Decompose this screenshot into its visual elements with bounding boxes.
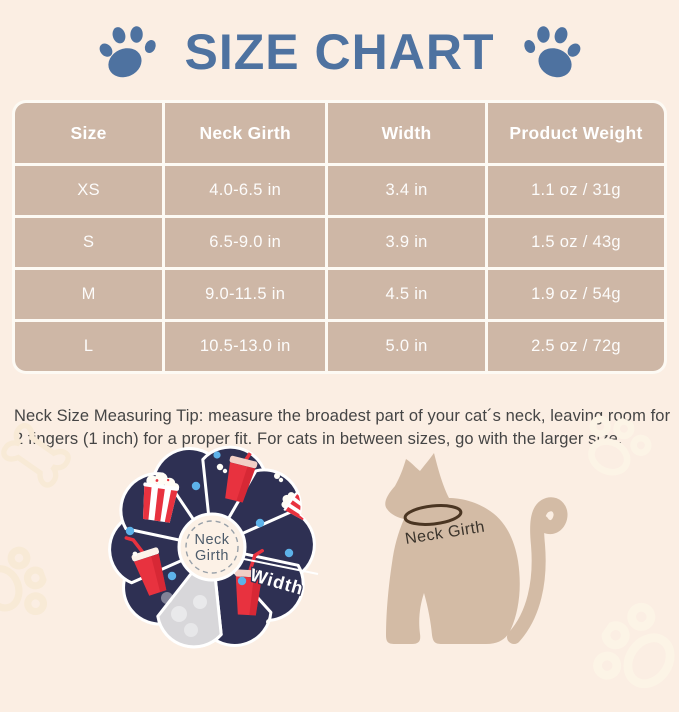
cell-size: XS xyxy=(15,166,163,215)
cell-size: L xyxy=(15,322,163,371)
table-header-row: Size Neck Girth Width Product Weight xyxy=(15,103,664,163)
column-header-product-weight: Product Weight xyxy=(487,103,664,163)
soda-cup-icon xyxy=(124,536,167,596)
size-chart-table: Size Neck Girth Width Product Weight XS … xyxy=(12,100,667,374)
cell-weight: 1.1 oz / 31g xyxy=(487,166,664,215)
cell-neck-girth: 9.0-11.5 in xyxy=(165,270,326,319)
table-row-s: S 6.5-9.0 in 3.9 in 1.5 oz / 43g xyxy=(15,218,664,267)
column-header-width: Width xyxy=(328,103,485,163)
paw-outline-icon xyxy=(593,602,675,689)
pet-cone-illustration: Width Neck Girth xyxy=(108,445,319,649)
neck-girth-label-line2: Girth xyxy=(195,548,229,564)
measuring-tip-text: Neck Size Measuring Tip: measure the bro… xyxy=(14,406,671,448)
cat-silhouette-illustration: Neck Girth xyxy=(385,453,568,644)
cell-width: 4.5 in xyxy=(328,270,485,319)
column-header-neck-girth: Neck Girth xyxy=(165,103,326,163)
cat-body xyxy=(385,453,520,644)
cell-weight: 2.5 oz / 72g xyxy=(487,322,664,371)
page-title: SIZE CHART xyxy=(184,24,495,80)
soda-cup-icon xyxy=(225,447,265,503)
cell-width: 5.0 in xyxy=(328,322,485,371)
cell-width: 3.4 in xyxy=(328,166,485,215)
paw-outline-icon xyxy=(0,546,48,616)
header: SIZE CHART xyxy=(0,16,679,88)
cat-tail xyxy=(507,497,568,644)
cell-weight: 1.9 oz / 54g xyxy=(487,270,664,319)
cone-pattern xyxy=(124,447,312,629)
width-measure-line xyxy=(238,557,319,575)
cell-neck-girth: 6.5-9.0 in xyxy=(165,218,326,267)
popcorn-box-icon xyxy=(142,472,180,523)
table-row-l: L 10.5-13.0 in 5.0 in 2.5 oz / 72g xyxy=(15,322,664,371)
table-row-m: M 9.0-11.5 in 4.5 in 1.9 oz / 54g xyxy=(15,270,664,319)
neck-girth-label-line1: Neck xyxy=(194,532,229,548)
cell-neck-girth: 4.0-6.5 in xyxy=(165,166,326,215)
neck-girth-circle: Neck Girth xyxy=(177,512,247,582)
collar-ring xyxy=(403,504,463,526)
paw-icon xyxy=(523,26,580,78)
soda-cup-icon xyxy=(234,548,264,616)
paw-icon xyxy=(99,26,156,78)
blue-dots xyxy=(125,451,294,586)
cell-weight: 1.5 oz / 43g xyxy=(487,218,664,267)
column-header-size: Size xyxy=(15,103,163,163)
size-chart-page: { "header": { "title": "SIZE CHART" }, "… xyxy=(0,16,679,649)
table-row-xs: XS 4.0-6.5 in 3.4 in 1.1 oz / 31g xyxy=(15,166,664,215)
cell-size: M xyxy=(15,270,163,319)
cell-size: S xyxy=(15,218,163,267)
cell-width: 3.9 in xyxy=(328,218,485,267)
cell-neck-girth: 10.5-13.0 in xyxy=(165,322,326,371)
